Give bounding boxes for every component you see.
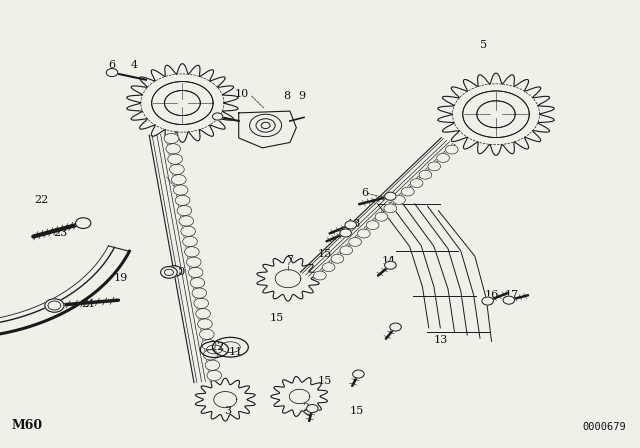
Text: 7: 7	[286, 255, 292, 265]
Circle shape	[323, 263, 335, 271]
Circle shape	[503, 296, 515, 304]
Circle shape	[190, 278, 205, 288]
Text: 6: 6	[361, 188, 369, 198]
Circle shape	[184, 247, 199, 257]
Text: 15: 15	[318, 250, 332, 259]
Circle shape	[340, 246, 353, 255]
Circle shape	[375, 212, 388, 221]
Circle shape	[168, 154, 182, 164]
Circle shape	[164, 134, 179, 144]
Text: 17: 17	[505, 290, 519, 300]
Circle shape	[204, 350, 218, 360]
Circle shape	[161, 267, 177, 278]
Circle shape	[340, 229, 351, 237]
Circle shape	[202, 340, 216, 350]
Circle shape	[182, 237, 197, 247]
Circle shape	[390, 323, 401, 331]
Circle shape	[345, 221, 356, 229]
Text: 3: 3	[223, 406, 231, 416]
Circle shape	[186, 257, 201, 267]
Circle shape	[436, 154, 449, 162]
Text: 12: 12	[211, 342, 225, 352]
Circle shape	[331, 254, 344, 263]
Text: 22: 22	[35, 195, 49, 205]
Text: 5: 5	[479, 40, 487, 50]
Circle shape	[358, 229, 370, 238]
Circle shape	[463, 91, 529, 138]
Circle shape	[172, 175, 186, 185]
Circle shape	[200, 329, 214, 340]
Circle shape	[152, 82, 213, 125]
Text: 10: 10	[235, 89, 249, 99]
Circle shape	[173, 185, 188, 195]
Circle shape	[177, 206, 192, 216]
Circle shape	[192, 288, 207, 298]
Circle shape	[410, 179, 423, 188]
Circle shape	[445, 145, 458, 154]
Circle shape	[366, 221, 379, 229]
Circle shape	[194, 298, 209, 309]
Polygon shape	[301, 138, 454, 279]
Circle shape	[428, 162, 440, 171]
Text: 20: 20	[171, 267, 185, 277]
Text: 16: 16	[484, 290, 499, 300]
Text: 4: 4	[131, 60, 138, 70]
Text: 18: 18	[346, 219, 360, 229]
Circle shape	[179, 216, 193, 226]
Circle shape	[307, 405, 318, 413]
Circle shape	[353, 370, 364, 378]
Circle shape	[181, 226, 195, 237]
Text: 13: 13	[433, 335, 447, 345]
Circle shape	[401, 187, 414, 196]
Circle shape	[76, 218, 91, 228]
Circle shape	[482, 297, 493, 305]
Circle shape	[349, 237, 362, 246]
Text: 15: 15	[269, 313, 284, 323]
Circle shape	[385, 261, 396, 269]
Text: 15: 15	[318, 376, 332, 386]
Text: 15: 15	[350, 406, 364, 416]
Circle shape	[198, 319, 212, 329]
Text: 2: 2	[302, 403, 310, 413]
Polygon shape	[239, 111, 296, 148]
Circle shape	[196, 309, 211, 319]
Circle shape	[188, 267, 203, 278]
Polygon shape	[149, 134, 213, 383]
Text: M60: M60	[12, 419, 43, 432]
Text: 21: 21	[81, 299, 95, 309]
Circle shape	[205, 360, 220, 370]
Text: 9: 9	[298, 91, 306, 101]
Circle shape	[212, 113, 223, 120]
Circle shape	[45, 299, 64, 312]
Text: 6: 6	[108, 60, 116, 70]
Text: 0000679: 0000679	[582, 422, 626, 432]
Text: 8: 8	[283, 91, 291, 101]
Text: 19: 19	[113, 273, 127, 283]
Circle shape	[393, 195, 405, 204]
Circle shape	[419, 170, 432, 179]
Text: 14: 14	[381, 256, 396, 266]
Circle shape	[207, 370, 221, 381]
Circle shape	[385, 192, 396, 200]
Text: 23: 23	[54, 228, 68, 238]
Circle shape	[106, 69, 118, 77]
Circle shape	[175, 195, 190, 206]
Circle shape	[166, 144, 180, 154]
Circle shape	[170, 164, 184, 175]
Circle shape	[384, 204, 397, 213]
Circle shape	[169, 267, 179, 275]
Text: 1: 1	[177, 190, 184, 200]
Text: 11: 11	[228, 347, 243, 357]
Circle shape	[314, 271, 326, 280]
